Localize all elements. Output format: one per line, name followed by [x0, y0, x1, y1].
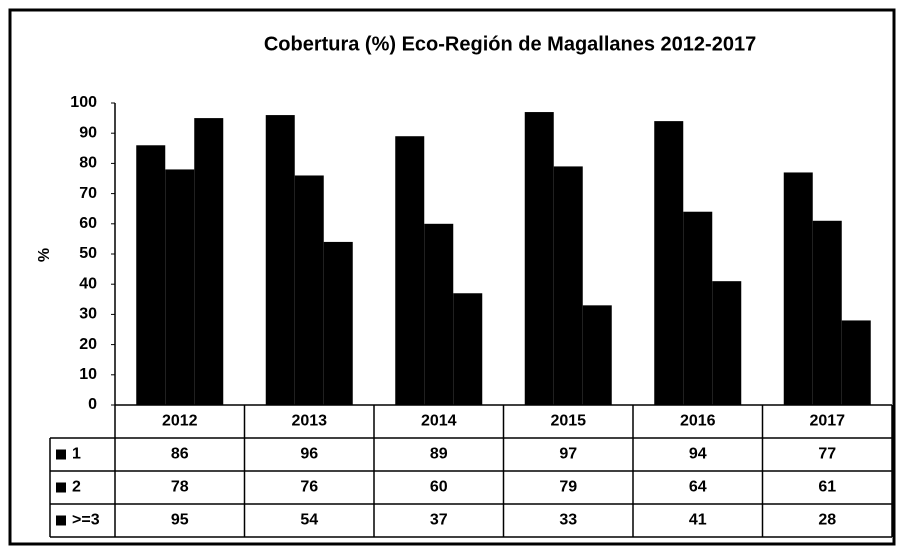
table-value: 95: [171, 512, 189, 529]
bar: [712, 281, 742, 405]
table-value: 97: [559, 446, 577, 463]
x-tick-label: 2015: [550, 413, 586, 430]
table-value: 77: [818, 446, 836, 463]
table-value: 54: [300, 512, 318, 529]
table-value: 94: [689, 446, 707, 463]
y-tick-label: 10: [79, 366, 97, 383]
bar: [424, 223, 454, 405]
table-value: 61: [818, 479, 836, 496]
y-axis-label: %: [36, 248, 53, 262]
y-tick-label: 40: [79, 275, 97, 292]
table-value: 79: [559, 479, 577, 496]
y-tick-label: 20: [79, 336, 97, 353]
table-value: 28: [818, 512, 836, 529]
x-tick-label: 2016: [680, 413, 716, 430]
table-value: 41: [689, 512, 707, 529]
bar: [654, 121, 684, 406]
bar: [582, 305, 612, 405]
bar: [136, 145, 166, 405]
legend-label: 2: [72, 479, 81, 496]
y-tick-label: 50: [79, 245, 97, 262]
bar: [812, 220, 842, 405]
bar: [553, 166, 583, 405]
bar: [165, 169, 195, 405]
bar: [265, 115, 295, 405]
y-tick-label: 70: [79, 185, 97, 202]
legend-key: [56, 515, 66, 526]
x-tick-label: 2013: [291, 413, 327, 430]
chart-title: Cobertura (%) Eco-Región de Magallanes 2…: [264, 33, 756, 55]
table-value: 86: [171, 446, 189, 463]
y-tick-label: 90: [79, 124, 97, 141]
table-value: 64: [689, 479, 707, 496]
legend-label: >=3: [72, 512, 100, 529]
x-tick-label: 2017: [809, 413, 845, 430]
table-value: 96: [300, 446, 318, 463]
table-value: 89: [430, 446, 448, 463]
table-value: 76: [300, 479, 318, 496]
bar: [395, 136, 425, 405]
x-tick-label: 2014: [421, 413, 457, 430]
table-value: 60: [430, 479, 448, 496]
legend-key: [56, 449, 66, 460]
table-value: 33: [559, 512, 577, 529]
table-value: 78: [171, 479, 189, 496]
y-tick-label: 100: [70, 94, 97, 111]
bar: [453, 293, 483, 405]
bar: [294, 175, 324, 405]
bar: [323, 241, 353, 405]
bar: [194, 118, 224, 405]
legend-label: 1: [72, 446, 81, 463]
y-tick-label: 60: [79, 215, 97, 232]
bar: [524, 112, 554, 405]
bar: [841, 320, 871, 405]
y-tick-label: 30: [79, 306, 97, 323]
legend-key: [56, 482, 66, 493]
y-tick-label: 0: [88, 396, 97, 413]
bar: [683, 211, 713, 405]
x-tick-label: 2012: [162, 413, 198, 430]
y-tick-label: 80: [79, 155, 97, 172]
table-value: 37: [430, 512, 448, 529]
bar: [783, 172, 813, 405]
